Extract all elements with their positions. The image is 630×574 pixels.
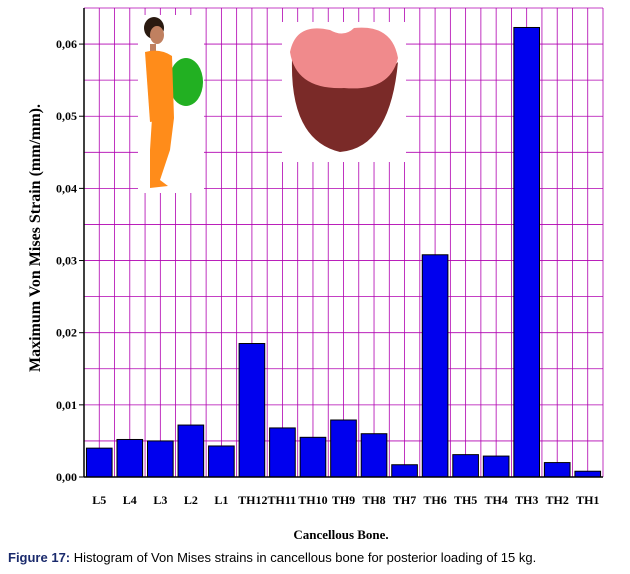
bar-l1: [208, 445, 235, 478]
bar-th2: [543, 462, 571, 478]
bar-th7: [391, 464, 418, 478]
x-tick-label-th4: TH4: [484, 493, 507, 507]
bar-th3: [513, 26, 540, 478]
x-tick-label-th2: TH2: [546, 493, 569, 507]
x-tick-label-th12: TH12TH11: [238, 493, 296, 507]
figure-caption-text: Histogram of Von Mises strains in cancel…: [73, 550, 537, 565]
x-tick-label-l4: L4: [123, 493, 137, 507]
y-tick-label: 0,03: [56, 254, 77, 268]
y-ticks: 0,00 0,01 0,02 0,03 0,04 0,05 0,06: [56, 37, 84, 484]
y-tick-label: 0,00: [56, 470, 77, 484]
y-tick-label: 0,04: [56, 181, 77, 195]
bar-th5: [452, 454, 479, 478]
x-tick-label-th5: TH5: [454, 493, 477, 507]
x-tick-label-th3: TH3: [515, 493, 538, 507]
figure-caption: Figure 17: Histogram of Von Mises strain…: [8, 550, 628, 565]
bar-th6: [421, 254, 449, 478]
x-tick-label-l5: L5: [92, 493, 106, 507]
y-tick-label: 0,02: [56, 326, 77, 340]
x-tick-label-th1: TH1: [576, 493, 599, 507]
x-axis-title: Cancellous Bone.: [293, 527, 388, 542]
bar-th9: [330, 419, 357, 478]
chart: 0,00 0,01 0,02 0,03 0,04 0,05 0,06 L5 L4 L3 L2 L1 T…: [27, 7, 604, 542]
bar-th8: [360, 433, 388, 478]
y-tick-label: 0,01: [56, 398, 77, 412]
bar-th10: [299, 436, 327, 478]
bar-th4: [482, 455, 510, 478]
x-tick-label-th8: TH8: [362, 493, 385, 507]
bar-l2: [177, 424, 205, 478]
bar-th12: [238, 343, 266, 478]
y-tick-label: 0,06: [56, 37, 77, 51]
person-with-backpack-illustration: [138, 15, 204, 193]
x-ticks: L5 L4 L3 L2 L1 TH12TH11 TH10 TH9 TH8 TH7 TH6 TH5 TH4…: [92, 493, 599, 507]
vertebra-body-illustration: [282, 22, 406, 162]
y-axis-title: Maximum Von Mises Strain (mm/mm).: [27, 104, 44, 372]
bar-l4: [116, 438, 144, 478]
x-tick-label-th7: TH7: [393, 493, 416, 507]
x-tick-label-l3: L3: [153, 493, 167, 507]
bar-th11: [269, 427, 296, 478]
bar-l5: [85, 447, 113, 478]
bar-th1: [574, 470, 602, 478]
bars: [85, 26, 602, 478]
y-tick-label: 0,05: [56, 109, 77, 123]
x-tick-label-l2: L2: [184, 493, 198, 507]
bar-l3: [147, 440, 174, 478]
x-tick-label-th9: TH9: [332, 493, 355, 507]
figure-label: Figure 17:: [8, 550, 71, 565]
x-tick-label-th6: TH6: [423, 493, 446, 507]
x-tick-label-l1: L1: [214, 493, 228, 507]
x-tick-label-th10: TH10: [298, 493, 327, 507]
